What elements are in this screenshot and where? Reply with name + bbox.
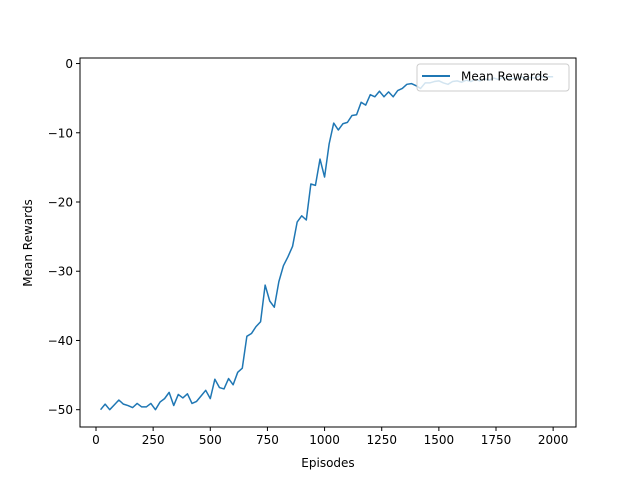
axes-frame [79, 57, 577, 428]
y-tick-label: −50 [48, 403, 73, 417]
legend-label: Mean Rewards [461, 70, 548, 84]
x-tick-label: 1000 [309, 433, 340, 447]
y-tick-label: −20 [48, 196, 73, 210]
x-tick-label: 1750 [481, 433, 512, 447]
y-axis: 0 −10 −20 −30 −40 −50 [48, 57, 80, 417]
y-tick-label: −40 [48, 334, 73, 348]
x-axis-label: Episodes [301, 456, 354, 470]
x-tick-label: 1250 [366, 433, 397, 447]
y-axis-label: Mean Rewards [21, 199, 35, 286]
y-tick-label: 0 [65, 57, 73, 71]
y-tick-label: −30 [48, 265, 73, 279]
plot-area [99, 75, 554, 411]
x-axis: 0 250 500 750 1000 1250 1500 1750 2000 [92, 427, 568, 447]
legend-box [416, 63, 570, 92]
series-line-0 [99, 75, 554, 411]
x-tick-label: 500 [199, 433, 222, 447]
y-tick-label: −10 [48, 126, 73, 140]
x-tick-label: 2000 [538, 433, 569, 447]
x-tick-label: 1500 [424, 433, 455, 447]
legend: Mean Rewards [416, 63, 570, 92]
x-tick-label: 250 [142, 433, 165, 447]
x-tick-label: 750 [256, 433, 279, 447]
x-tick-label: 0 [92, 433, 100, 447]
